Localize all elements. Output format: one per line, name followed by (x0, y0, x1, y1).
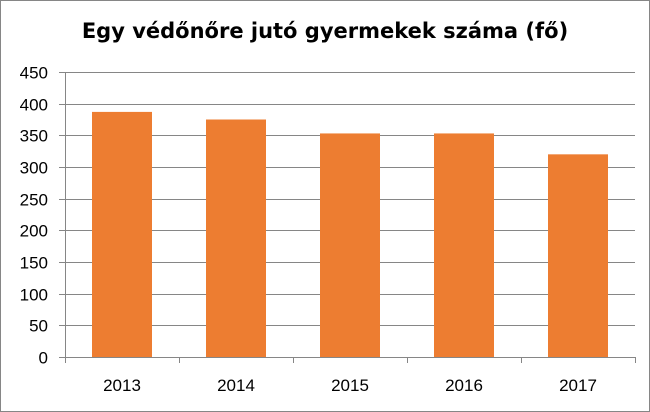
y-tick-label: 50 (29, 317, 48, 336)
y-tick-label: 0 (39, 349, 48, 368)
axes (59, 72, 636, 363)
bar-2017 (548, 154, 608, 357)
bar-2016 (434, 133, 494, 357)
y-tick-label: 450 (20, 64, 48, 83)
bars (92, 111, 608, 358)
y-tick-label: 250 (20, 191, 48, 210)
x-tick-label: 2015 (331, 376, 369, 395)
bar-2014 (206, 119, 266, 357)
y-tick-label: 300 (20, 159, 48, 178)
x-tick-label: 2017 (559, 376, 597, 395)
bar-2013 (92, 111, 152, 358)
y-tick-labels: 0 50 100 150 200 250 300 350 400 450 (20, 64, 48, 368)
x-tick-label: 2016 (445, 376, 483, 395)
y-tick-label: 150 (20, 254, 48, 273)
x-tick-label: 2014 (217, 376, 255, 395)
x-tick-label: 2013 (103, 376, 141, 395)
y-tick-label: 400 (20, 96, 48, 115)
y-tick-label: 350 (20, 127, 48, 146)
x-tick-labels: 2013 2014 2015 2016 2017 (103, 376, 597, 395)
y-tick-label: 200 (20, 222, 48, 241)
bar-2015 (320, 133, 380, 357)
y-tick-label: 100 (20, 286, 48, 305)
chart-title: Egy védőnőre jutó gyermekek száma (fő) (81, 19, 569, 43)
